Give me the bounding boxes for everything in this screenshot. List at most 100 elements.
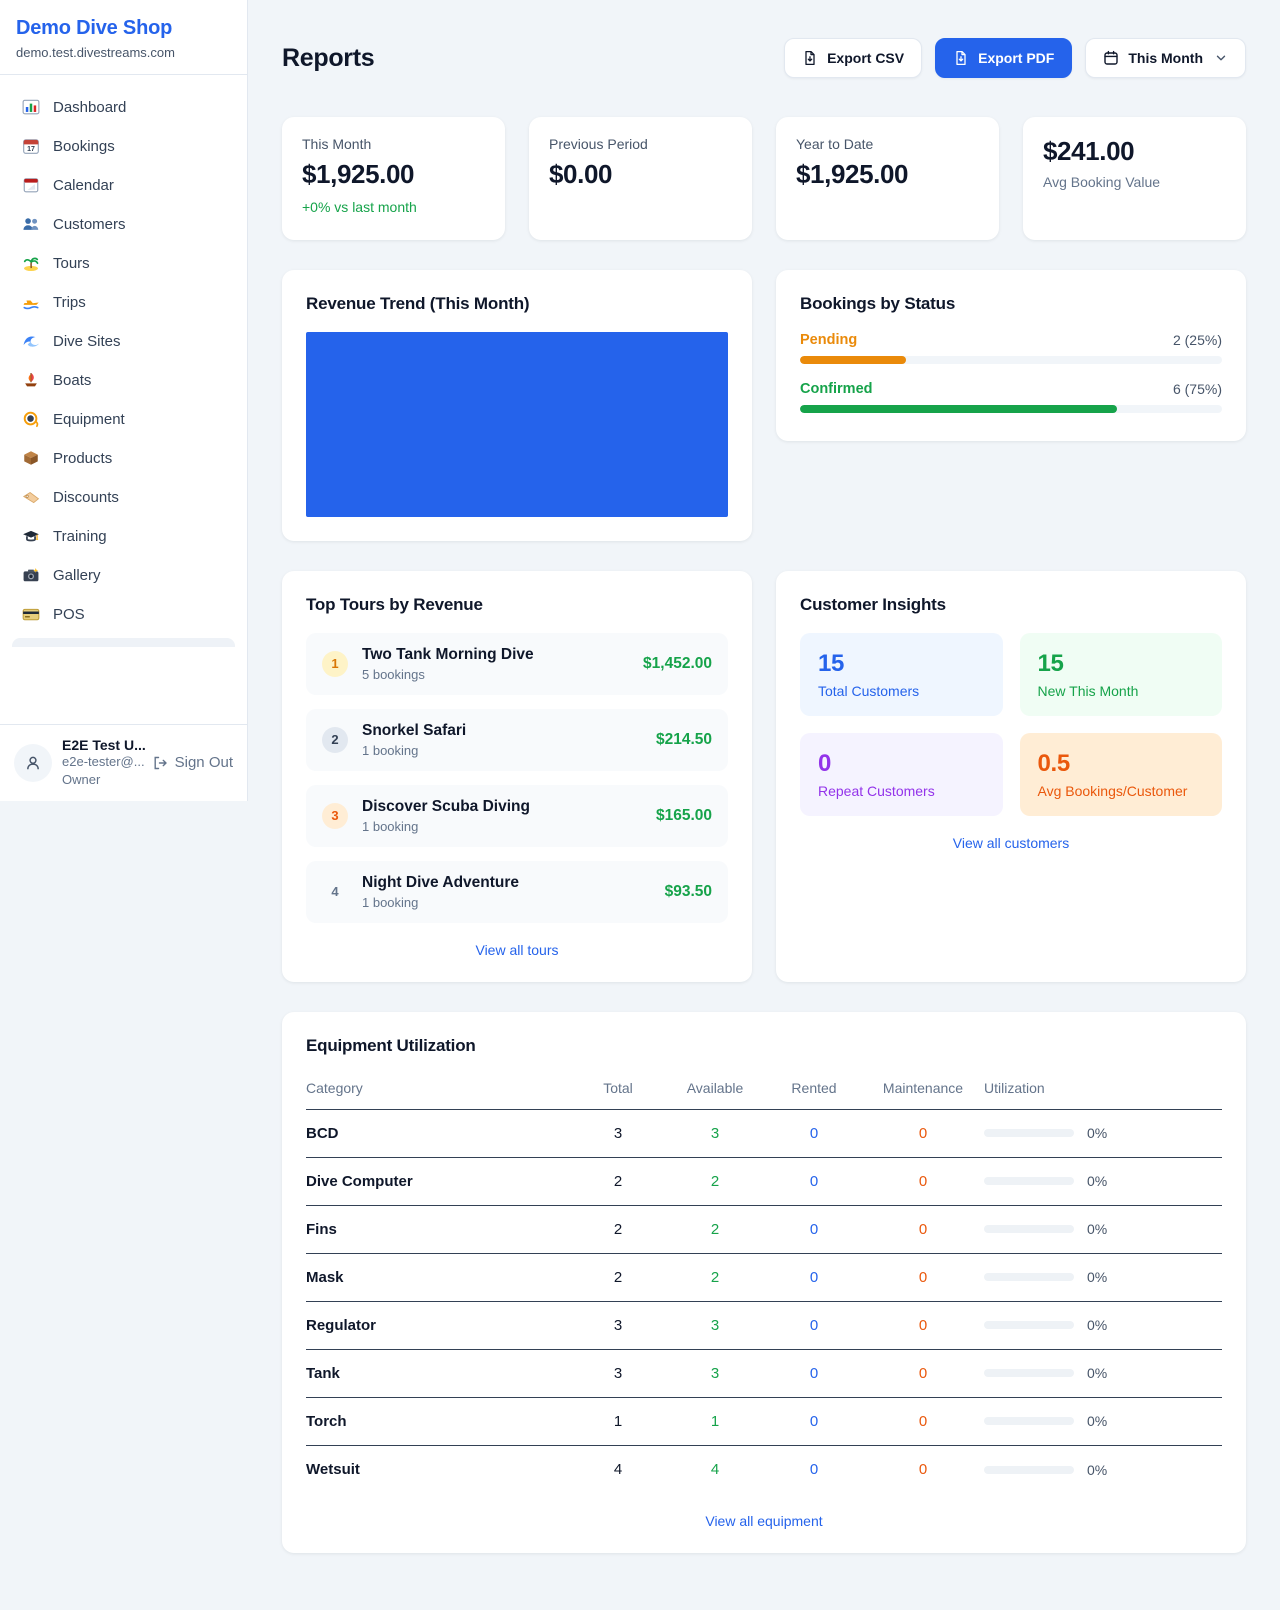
sidebar-item[interactable]: Products [12, 439, 235, 477]
export-pdf-label: Export PDF [978, 50, 1055, 67]
period-selector[interactable]: This Month [1085, 38, 1246, 79]
sidebar-item[interactable]: Calendar [12, 166, 235, 204]
equipment-maintenance: 0 [918, 1220, 928, 1238]
equipment-maintenance: 0 [918, 1316, 928, 1334]
file-download-icon [956, 51, 966, 66]
tour-bookings: 1 booking [362, 818, 419, 834]
col-utilization: Utilization [984, 1079, 1045, 1096]
sidebar-item[interactable]: Discounts [12, 478, 235, 516]
tour-revenue: $165.00 [655, 806, 712, 824]
stat-label: Year to Date [796, 135, 874, 152]
header-actions: Export CSV Export PDF This Month [784, 38, 1246, 79]
tour-name: Snorkel Safari [362, 721, 467, 739]
sidebar-item[interactable]: Boats [12, 361, 235, 399]
view-all-tours-link[interactable]: View all tours [475, 941, 559, 958]
equipment-rented: 0 [809, 1461, 819, 1478]
tour-bookings: 1 booking [362, 742, 419, 758]
stat-label: Avg Booking Value [1043, 173, 1161, 190]
utilization-bar-track [984, 1273, 1074, 1281]
sidebar-item-label: POS [53, 605, 85, 623]
sidebar: Demo Dive Shop demo.test.divestreams.com… [0, 0, 248, 801]
revenue-trend-chart [306, 331, 728, 517]
sidebar-item-partial[interactable] [12, 638, 235, 647]
sign-out-button[interactable]: Sign Out [152, 754, 233, 771]
sidebar-item-label: Tours [53, 254, 90, 272]
insight-value: 0 [818, 749, 832, 777]
customer-insights-card: Customer Insights 15 Total Customers 15 … [776, 570, 1246, 982]
sidebar-item[interactable]: Trips [12, 283, 235, 321]
credit-card-icon [22, 605, 40, 623]
export-csv-button[interactable]: Export CSV [784, 38, 923, 79]
utilization-percent: 0% [1087, 1269, 1108, 1285]
user-name: E2E Test U... [62, 736, 146, 753]
equipment-available: 2 [710, 1220, 720, 1238]
equipment-rented: 0 [809, 1268, 819, 1286]
sidebar-item[interactable]: Dive Sites [12, 322, 235, 360]
insight-tile: 0 Repeat Customers [800, 732, 1003, 816]
file-download-icon [805, 51, 815, 66]
sidebar-item-label: Equipment [53, 410, 125, 428]
calendar-date-icon: 17 [22, 137, 40, 155]
equipment-row: BCD 3 3 0 0 0% [306, 1110, 1222, 1158]
equipment-category: Fins [306, 1220, 337, 1238]
sidebar-item[interactable]: POS [12, 595, 235, 633]
status-label: Confirmed [800, 380, 873, 397]
utilization-bar-track [984, 1321, 1074, 1329]
tour-row: 4 Night Dive Adventure 1 booking $93.50 [306, 860, 728, 923]
top-tours-list: 1 Two Tank Morning Dive 5 bookings $1,45… [306, 632, 728, 923]
insight-label: Repeat Customers [818, 782, 935, 799]
people-icon [22, 215, 40, 233]
equipment-total: 3 [613, 1364, 623, 1382]
bookings-by-status-title: Bookings by Status [800, 293, 956, 313]
wave-icon [22, 332, 40, 350]
equipment-available: 2 [710, 1172, 720, 1190]
equipment-available: 4 [710, 1461, 720, 1478]
sidebar-item[interactable]: Gallery [12, 556, 235, 594]
bookings-by-status-card: Bookings by Status Pending 2 (25%) [776, 269, 1246, 441]
sidebar-item[interactable]: Tours [12, 244, 235, 282]
speedboat-icon [22, 293, 40, 311]
equipment-row: Tank 3 3 0 0 0% [306, 1350, 1222, 1398]
sidebar-item[interactable]: Customers [12, 205, 235, 243]
sidebar-item-label: Customers [53, 215, 126, 233]
tour-revenue: $93.50 [664, 882, 712, 900]
status-bar-fill [800, 355, 906, 364]
col-category: Category [306, 1079, 363, 1096]
equipment-total: 4 [613, 1461, 623, 1478]
sidebar-item-label: Bookings [53, 137, 115, 155]
status-bar-track [800, 355, 1222, 364]
view-all-customers-link[interactable]: View all customers [952, 834, 1070, 851]
equipment-row: Fins 2 2 0 0 0% [306, 1206, 1222, 1254]
sidebar-user-footer: E2E Test U... e2e-tester@... Owner Sign … [0, 723, 247, 801]
utilization-bar-track [984, 1417, 1074, 1425]
utilization-percent: 0% [1087, 1221, 1108, 1237]
col-total: Total [603, 1079, 633, 1096]
customer-insights-title: Customer Insights [800, 594, 946, 614]
revenue-trend-title: Revenue Trend (This Month) [306, 293, 530, 313]
equipment-total: 1 [613, 1412, 623, 1430]
island-icon [22, 254, 40, 272]
export-csv-label: Export CSV [827, 50, 905, 67]
export-pdf-button[interactable]: Export PDF [935, 38, 1073, 79]
calendar-pad-icon [22, 176, 40, 194]
utilization-bar-track [984, 1465, 1074, 1474]
equipment-maintenance: 0 [918, 1268, 928, 1286]
rank-badge: 3 [322, 802, 348, 829]
camera-icon [22, 566, 40, 584]
sidebar-item[interactable]: Training [12, 517, 235, 555]
equipment-row: Dive Computer 2 2 0 0 0% [306, 1158, 1222, 1206]
equipment-total: 2 [613, 1268, 623, 1286]
view-all-equipment-link[interactable]: View all equipment [705, 1512, 823, 1529]
equipment-maintenance: 0 [918, 1124, 928, 1142]
insight-label: New This Month [1037, 682, 1139, 699]
sidebar-item[interactable]: Equipment [12, 400, 235, 438]
stat-card: Avg Booking Value $241.00 [1023, 116, 1246, 240]
equipment-available: 3 [710, 1316, 720, 1334]
sidebar-item[interactable]: Dashboard [12, 88, 235, 126]
sidebar-item[interactable]: 17 Bookings [12, 127, 235, 165]
col-rented: Rented [791, 1079, 837, 1096]
user-role: Owner [62, 771, 101, 787]
insight-label: Total Customers [818, 682, 920, 699]
graduation-cap-icon [22, 527, 40, 545]
insight-value: 15 [1037, 649, 1064, 677]
